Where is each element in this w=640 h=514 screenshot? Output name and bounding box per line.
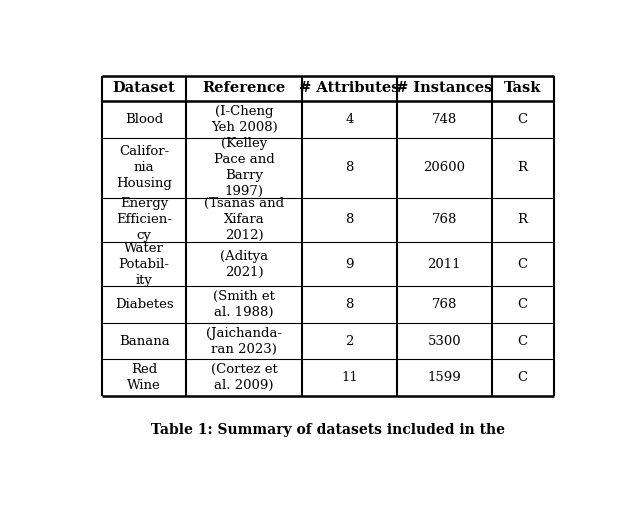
Text: R: R bbox=[518, 161, 527, 174]
Text: 4: 4 bbox=[346, 113, 354, 126]
Text: 5300: 5300 bbox=[428, 335, 461, 347]
Text: Diabetes: Diabetes bbox=[115, 298, 173, 311]
Text: Dataset: Dataset bbox=[113, 81, 175, 96]
Text: (Kelley
Pace and
Barry
1997): (Kelley Pace and Barry 1997) bbox=[214, 137, 275, 198]
Text: 8: 8 bbox=[346, 298, 354, 311]
Text: (Tsanas and
Xifara
2012): (Tsanas and Xifara 2012) bbox=[204, 197, 284, 242]
Text: (Jaichanda-
ran 2023): (Jaichanda- ran 2023) bbox=[206, 327, 282, 356]
Text: Reference: Reference bbox=[203, 81, 286, 96]
Text: # Instances: # Instances bbox=[396, 81, 492, 96]
Text: 20600: 20600 bbox=[423, 161, 465, 174]
Text: # Attributes: # Attributes bbox=[300, 81, 400, 96]
Text: Task: Task bbox=[504, 81, 541, 96]
Text: (Aditya
2021): (Aditya 2021) bbox=[220, 250, 268, 279]
Text: (Smith et
al. 1988): (Smith et al. 1988) bbox=[213, 290, 275, 319]
Text: C: C bbox=[518, 298, 527, 311]
Text: 768: 768 bbox=[431, 213, 457, 226]
Text: Red
Wine: Red Wine bbox=[127, 363, 161, 392]
Text: 1599: 1599 bbox=[428, 371, 461, 384]
Text: 2011: 2011 bbox=[428, 258, 461, 270]
Text: Energy
Efficien-
cy: Energy Efficien- cy bbox=[116, 197, 172, 242]
Text: C: C bbox=[518, 335, 527, 347]
Text: 8: 8 bbox=[346, 161, 354, 174]
Text: Table 1: Summary of datasets included in the: Table 1: Summary of datasets included in… bbox=[151, 423, 505, 437]
Text: 2: 2 bbox=[346, 335, 354, 347]
Text: C: C bbox=[518, 113, 527, 126]
Text: 9: 9 bbox=[346, 258, 354, 270]
Text: C: C bbox=[518, 258, 527, 270]
Text: 8: 8 bbox=[346, 213, 354, 226]
Text: Blood: Blood bbox=[125, 113, 163, 126]
Text: (Cortez et
al. 2009): (Cortez et al. 2009) bbox=[211, 363, 278, 392]
Text: Banana: Banana bbox=[119, 335, 170, 347]
Text: C: C bbox=[518, 371, 527, 384]
Text: (I-Cheng
Yeh 2008): (I-Cheng Yeh 2008) bbox=[211, 105, 278, 134]
Text: 11: 11 bbox=[341, 371, 358, 384]
Text: 748: 748 bbox=[431, 113, 457, 126]
Text: Califor-
nia
Housing: Califor- nia Housing bbox=[116, 145, 172, 190]
Text: R: R bbox=[518, 213, 527, 226]
Text: 768: 768 bbox=[431, 298, 457, 311]
Text: Water
Potabil-
ity: Water Potabil- ity bbox=[118, 242, 170, 287]
